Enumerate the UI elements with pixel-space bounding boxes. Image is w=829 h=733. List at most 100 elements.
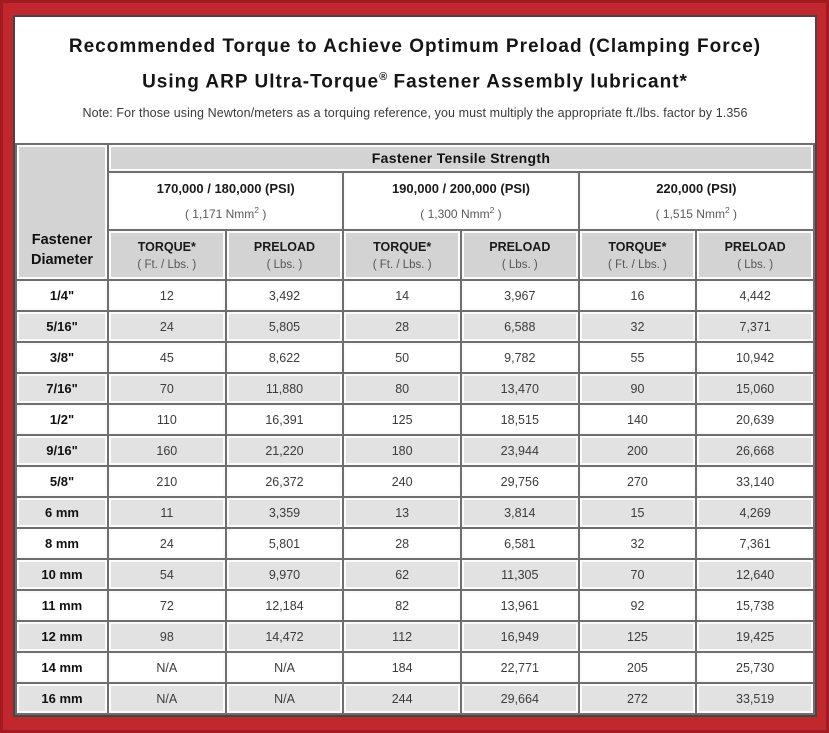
preload-value-cell: 3,814	[459, 496, 580, 529]
torque-value-cell: 82	[342, 589, 462, 622]
fastener-diameter-header: Fastener Diameter	[15, 143, 109, 281]
fastener-diameter-cell: 3/8"	[15, 341, 109, 374]
psi-group-170-180: 170,000 / 180,000 (PSI) ( 1,171 Nmm2 )	[106, 171, 345, 231]
torque-value-cell: 14	[342, 279, 462, 312]
torque-value-cell: 244	[342, 682, 462, 715]
torque-value-cell: 92	[577, 589, 698, 622]
preload-value-cell: 25,730	[695, 651, 815, 684]
preload-value-cell: 26,668	[695, 434, 815, 467]
nmm-text-end: )	[729, 207, 738, 221]
fastener-diameter-cell: 16 mm	[15, 682, 109, 715]
fastener-diameter-header-label: Fastener Diameter	[30, 232, 94, 268]
registered-trademark-symbol: ®	[379, 71, 388, 83]
page-title-line1: Recommended Torque to Achieve Optimum Pr…	[68, 36, 762, 57]
torque-value-cell: 70	[577, 558, 698, 591]
torque-value-cell: 180	[342, 434, 462, 467]
torque-value-cell: 90	[577, 372, 698, 405]
preload-value-cell: 15,060	[695, 372, 815, 405]
preload-label: PRELOAD	[724, 239, 786, 254]
torque-value-cell: 16	[577, 279, 698, 312]
preload-value-cell: 13,961	[459, 589, 580, 622]
preload-value-cell: 8,622	[224, 341, 345, 374]
torque-value-cell: 24	[107, 527, 227, 560]
fastener-diameter-cell: 1/4"	[15, 279, 109, 312]
torque-label: TORQUE*	[137, 239, 196, 254]
torque-value-cell: 12	[107, 279, 227, 312]
table-row: 9/16" 160 21,220 180 23,944 200 26,668	[15, 434, 815, 467]
torque-value-cell: 240	[342, 465, 462, 498]
nmm-superscript: 2	[489, 205, 495, 215]
preload-units: ( Lbs. )	[501, 258, 538, 271]
preload-value-cell: 7,361	[695, 527, 815, 560]
nmm-text-end: )	[259, 207, 267, 221]
torque-value-cell: 140	[577, 403, 698, 436]
torque-value-cell: 11	[107, 496, 227, 529]
torque-value-cell: 72	[107, 589, 227, 622]
fastener-diameter-cell: 8 mm	[15, 527, 109, 560]
torque-value-cell: 205	[577, 651, 698, 684]
table-row: 6 mm 11 3,359 13 3,814 15 4,269	[15, 496, 815, 529]
preload-value-cell: 33,519	[695, 682, 815, 715]
fastener-diameter-cell: 11 mm	[15, 589, 109, 622]
nmm-text: ( 1,300 Nmm	[420, 207, 490, 221]
preload-value-cell: 3,359	[224, 496, 345, 529]
torque-value-cell: 110	[107, 403, 227, 436]
nmm-superscript: 2	[254, 205, 260, 215]
preload-value-cell: 9,970	[224, 558, 345, 591]
preload-value-cell: 11,880	[224, 372, 345, 405]
torque-value-cell: 125	[342, 403, 462, 436]
table-row: 16 mm N/A N/A 244 29,664 272 33,519	[15, 682, 815, 715]
psi-label: 190,000 / 200,000 (PSI)	[391, 181, 530, 196]
preload-value-cell: 33,140	[695, 465, 815, 498]
title-line2-text-end: Fastener Assembly lubricant*	[387, 71, 688, 93]
fastener-diameter-cell: 6 mm	[15, 496, 109, 529]
preload-value-cell: 9,782	[459, 341, 580, 374]
preload-value-cell: 7,371	[695, 310, 815, 343]
torque-value-cell: 184	[342, 651, 462, 684]
torque-value-cell: 62	[342, 558, 462, 591]
preload-value-cell: 15,738	[695, 589, 815, 622]
table-row: 7/16" 70 11,880 80 13,470 90 15,060	[15, 372, 815, 405]
preload-value-cell: N/A	[224, 651, 345, 684]
torque-value-cell: 15	[577, 496, 698, 529]
preload-value-cell: 5,801	[224, 527, 345, 560]
torque-value-cell: 272	[577, 682, 698, 715]
preload-value-cell: 5,805	[224, 310, 345, 343]
torque-units: ( Ft. / Lbs. )	[372, 258, 432, 271]
torque-value-cell: N/A	[107, 682, 227, 715]
fastener-diameter-cell: 5/16"	[15, 310, 109, 343]
table-row: 14 mm N/A N/A 184 22,771 205 25,730	[15, 651, 815, 684]
torque-column-header-1: TORQUE* ( Ft. / Lbs. )	[107, 229, 227, 281]
torque-value-cell: 112	[342, 620, 462, 653]
preload-value-cell: 20,639	[695, 403, 815, 436]
preload-value-cell: 3,492	[224, 279, 345, 312]
preload-value-cell: 16,391	[224, 403, 345, 436]
torque-value-cell: 24	[107, 310, 227, 343]
preload-value-cell: 21,220	[224, 434, 345, 467]
content-panel: Recommended Torque to Achieve Optimum Pr…	[13, 15, 817, 717]
torque-units: ( Ft. / Lbs. )	[608, 258, 667, 271]
table-row: 12 mm 98 14,472 112 16,949 125 19,425	[15, 620, 815, 653]
preload-value-cell: 23,944	[459, 434, 580, 467]
torque-label: TORQUE*	[373, 239, 432, 254]
preload-value-cell: 3,967	[459, 279, 580, 312]
torque-units: ( Ft. / Lbs. )	[137, 258, 197, 271]
torque-value-cell: 28	[342, 527, 462, 560]
preload-column-header-1: PRELOAD ( Lbs. )	[224, 229, 345, 281]
nmm-text: ( 1,515 Nmm	[655, 207, 725, 221]
preload-units: ( Lbs. )	[266, 258, 303, 271]
column-header-row: TORQUE* ( Ft. / Lbs. ) PRELOAD ( Lbs. ) …	[16, 229, 815, 281]
preload-column-header-3: PRELOAD ( Lbs. )	[695, 229, 815, 281]
preload-value-cell: 12,640	[695, 558, 815, 591]
table-row: 11 mm 72 12,184 82 13,961 92 15,738	[15, 589, 815, 622]
table-row: 10 mm 54 9,970 62 11,305 70 12,640	[15, 558, 815, 591]
torque-value-cell: 32	[577, 527, 698, 560]
torque-value-cell: 98	[107, 620, 227, 653]
preload-value-cell: 12,184	[224, 589, 345, 622]
preload-column-header-2: PRELOAD ( Lbs. )	[459, 229, 580, 281]
preload-value-cell: 16,949	[459, 620, 580, 653]
preload-value-cell: 29,756	[459, 465, 580, 498]
psi-group-header-row: 170,000 / 180,000 (PSI) ( 1,171 Nmm2 ) 1…	[16, 171, 816, 231]
nmm-label: ( 1,300 Nmm2 )	[345, 205, 576, 221]
